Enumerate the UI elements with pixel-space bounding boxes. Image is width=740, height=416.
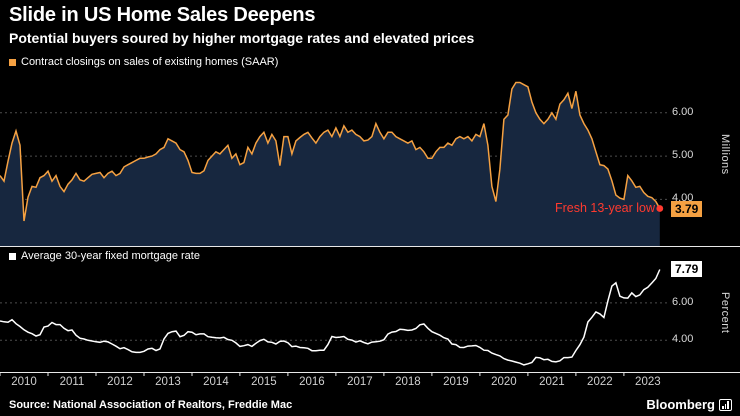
x-year-label: 2017 <box>347 376 373 388</box>
x-year-label: 2018 <box>395 376 421 388</box>
legend-rate-label: Average 30-year fixed mortgage rate <box>21 250 200 262</box>
chart-subtitle: Potential buyers soured by higher mortga… <box>9 30 475 46</box>
bloomberg-logo: Bloomberg <box>646 397 732 412</box>
source-note: Source: National Association of Realtors… <box>9 399 293 411</box>
bloomberg-chart-icon <box>719 398 732 411</box>
legend-sales-label: Contract closings on sales of existing h… <box>21 56 279 68</box>
x-axis-line <box>0 372 740 373</box>
x-year-label: 2022 <box>587 376 613 388</box>
y-tick-label: 6.00 <box>672 105 694 118</box>
sales-unit-label: Millions <box>719 134 731 175</box>
x-year-label: 2020 <box>491 376 517 388</box>
legend-rate: Average 30-year fixed mortgage rate <box>9 250 200 262</box>
legend-sales: Contract closings on sales of existing h… <box>9 56 278 68</box>
x-year-label: 2021 <box>539 376 565 388</box>
y-tick-label: 4.00 <box>672 333 694 346</box>
rate-swatch-icon <box>9 252 16 260</box>
x-year-label: 2016 <box>299 376 325 388</box>
x-year-label: 2012 <box>107 376 133 388</box>
y-tick-label: 5.00 <box>672 149 694 162</box>
mortgage-rate-30yr-line <box>0 269 661 366</box>
x-year-label: 2019 <box>443 376 469 388</box>
rate-end-value-badge: 7.79 <box>671 261 703 277</box>
rate-unit-label: Percent <box>719 292 731 334</box>
fresh-low-annotation: Fresh 13-year low <box>554 201 655 215</box>
latest-point-dot <box>656 205 664 212</box>
x-year-label: 2011 <box>59 376 85 388</box>
bloomberg-wordmark: Bloomberg <box>646 397 715 412</box>
existing-home-sales-area <box>0 82 660 247</box>
y-tick-label: 6.00 <box>672 295 694 308</box>
sales-axis-baseline <box>0 246 740 247</box>
sales-swatch-icon <box>9 58 16 66</box>
x-year-label: 2015 <box>251 376 277 388</box>
rate-line-chart <box>0 269 668 376</box>
existing-home-sales-line <box>0 81 661 222</box>
chart-title: Slide in US Home Sales Deepens <box>9 4 316 26</box>
sales-area-chart <box>0 81 668 247</box>
x-year-label: 2014 <box>203 376 229 388</box>
x-year-label: 2010 <box>11 376 37 388</box>
x-year-label: 2013 <box>155 376 181 388</box>
y-tick-label: 4.00 <box>672 192 694 205</box>
x-year-label: 2023 <box>635 376 661 388</box>
sales-end-value-badge: 3.79 <box>671 201 703 217</box>
